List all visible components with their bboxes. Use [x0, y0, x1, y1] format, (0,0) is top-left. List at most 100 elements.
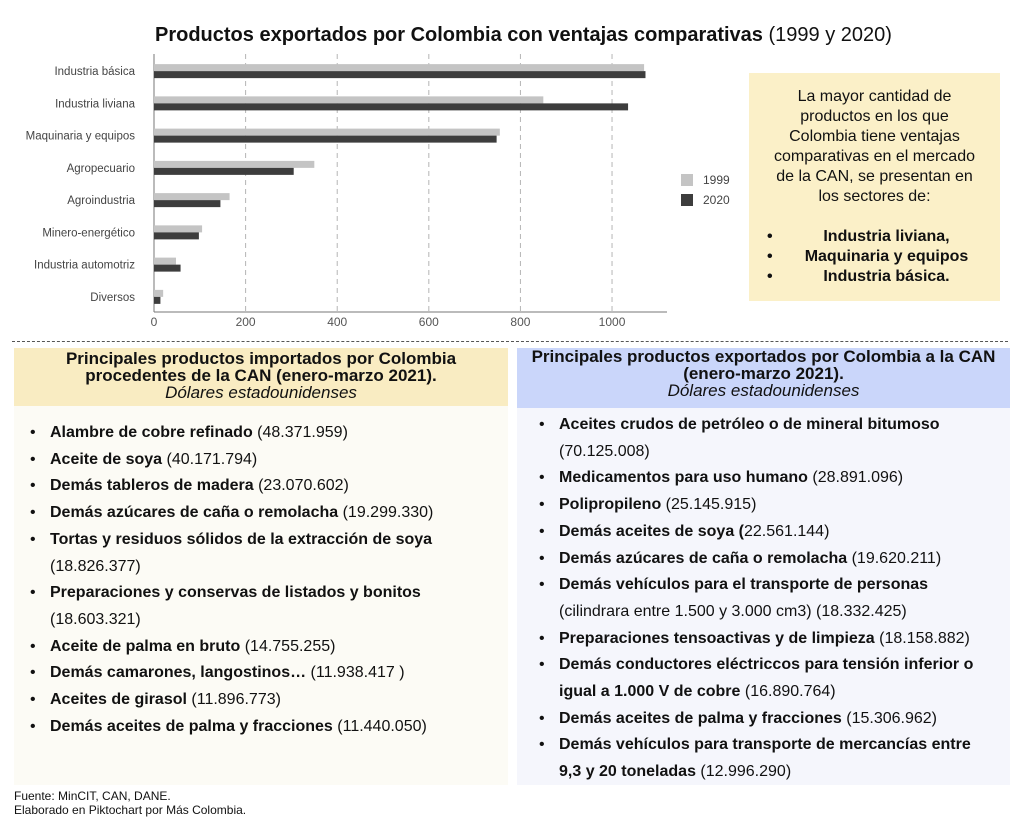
product-item: Demás vehículos para el transporte de pe… — [539, 572, 994, 625]
category-label: Minero-energético — [42, 227, 135, 239]
category-label: Maquinaria y equipos — [26, 131, 136, 143]
product-item: Preparaciones tensoactivas y de limpieza… — [539, 626, 994, 653]
product-item: Preparaciones y conservas de listados y … — [30, 580, 488, 633]
product-item: Aceites crudos de petróleo o de mineral … — [539, 412, 994, 465]
x-tick-label: 1000 — [599, 315, 626, 329]
product-item: Aceites de girasol (11.896.773) — [30, 687, 488, 714]
category-label: Agropecuario — [67, 163, 135, 175]
bar-1999 — [154, 128, 500, 136]
chart-title-years: (1999 y 2020) — [762, 24, 892, 46]
product-value: (18.826.377) — [50, 557, 141, 575]
legend-item-2020: 2020 — [681, 190, 730, 210]
product-value: (11.440.050) — [332, 717, 427, 735]
footer-credit: Elaborado en Piktochart por Más Colombia… — [14, 803, 247, 817]
legend-label-1999: 1999 — [703, 173, 730, 187]
product-value: (18.603.321) — [50, 610, 141, 628]
product-name: Aceites crudos de petróleo o de mineral … — [559, 416, 940, 433]
product-value: (18.158.882) — [874, 629, 970, 647]
product-item: Alambre de cobre refinado (48.371.959) — [30, 420, 488, 447]
product-name: Demás aceites de palma y fracciones — [50, 717, 333, 735]
x-tick-label: 200 — [236, 315, 256, 329]
product-item: Medicamentos para uso humano (28.891.096… — [539, 465, 994, 492]
x-tick-label: 0 — [151, 315, 158, 329]
imports-list: Alambre de cobre refinado (48.371.959) Ac… — [14, 406, 508, 740]
product-name: Alambre de cobre refinado — [50, 424, 253, 441]
product-value: (48.371.959) — [252, 424, 348, 441]
imports-subtitle: Dólares estadounidenses — [165, 383, 357, 402]
bar-1999 — [154, 160, 315, 168]
exports-header: Principales productos exportados por Col… — [517, 348, 1010, 408]
product-item: Polipropileno (25.145.915) — [539, 492, 994, 519]
bar-1999 — [154, 289, 164, 297]
product-value: (11.896.773) — [186, 691, 281, 709]
product-item: Tortas y residuos sólidos de la extracci… — [30, 527, 488, 580]
category-label: Agroindustria — [67, 195, 135, 207]
product-name: Demás aceites de palma y fracciones — [559, 709, 842, 727]
bar-1999 — [154, 96, 544, 104]
callout-intro: La mayor cantidad de productos en los qu… — [774, 88, 975, 205]
product-value: (40.171.794) — [162, 450, 258, 468]
product-item: Demás tableros de madera (23.070.602) — [30, 473, 488, 500]
x-tick-label: 800 — [510, 315, 530, 329]
product-item: Demás azúcares de caña o remolacha (19.6… — [539, 546, 994, 573]
bar-1999 — [154, 64, 645, 72]
product-value: 22.561.144) — [744, 522, 830, 540]
category-label: Diversos — [90, 292, 135, 304]
product-item: Aceite de palma en bruto (14.755.255) — [30, 634, 488, 661]
product-name: Aceite de soya — [50, 450, 163, 468]
category-label: Industria liviana — [55, 98, 136, 110]
chart-legend: 1999 2020 — [681, 170, 730, 210]
bar-1999 — [154, 193, 230, 201]
product-name: Preparaciones tensoactivas y de limpieza — [559, 629, 875, 647]
legend-item-1999: 1999 — [681, 170, 730, 190]
bar-2020 — [154, 71, 646, 79]
product-item: Demás camarones, langostinos… (11.938.41… — [30, 660, 488, 687]
product-item: Demás aceites de palma y fracciones (11.… — [30, 714, 488, 741]
product-name: Tortas y residuos sólidos de la extracci… — [50, 530, 433, 548]
product-value: (19.299.330) — [338, 504, 434, 522]
insight-callout: La mayor cantidad de productos en los qu… — [749, 73, 1000, 301]
product-name: Demás tableros de madera — [50, 477, 254, 495]
imports-panel: Principales productos importados por Col… — [14, 348, 508, 785]
bar-2020 — [154, 135, 497, 143]
x-tick-label: 600 — [419, 315, 439, 329]
bar-2020 — [154, 200, 221, 208]
exports-list: Aceites crudos de petróleo o de mineral … — [517, 408, 1010, 786]
product-value: (70.125.008) — [559, 442, 650, 460]
product-value: (cilindrara entre 1.500 y 3.000 cm3) (18… — [559, 602, 907, 620]
product-name: Demás conductores eléctriccos para tensi… — [559, 656, 974, 701]
legend-label-2020: 2020 — [703, 193, 730, 207]
product-name: Polipropileno — [559, 496, 662, 514]
imports-header: Principales productos importados por Col… — [14, 348, 508, 406]
bar-2020 — [154, 103, 629, 111]
product-item: Demás conductores eléctriccos para tensi… — [539, 652, 994, 705]
legend-swatch-2020 — [681, 194, 693, 206]
product-name: Aceites de girasol — [50, 691, 187, 709]
product-item: Demás vehículos para transporte de merca… — [539, 732, 994, 785]
product-value: (15.306.962) — [841, 709, 938, 727]
callout-item: Industria liviana, — [765, 227, 984, 247]
category-label: Industria básica — [54, 66, 135, 78]
x-tick-label: 400 — [327, 315, 347, 329]
product-name: Demás camarones, langostinos… — [50, 664, 307, 682]
bar-2020 — [154, 264, 181, 272]
product-name: Aceite de palma en bruto — [50, 637, 241, 655]
product-value: (16.890.764) — [740, 683, 836, 701]
product-value: (28.891.096) — [807, 469, 904, 487]
product-name: Demás vehículos para transporte de merca… — [559, 736, 971, 781]
product-value: (25.145.915) — [661, 496, 757, 514]
product-value: (12.996.290) — [695, 763, 792, 781]
category-label: Industria automotriz — [34, 260, 135, 272]
product-value: (14.755.255) — [240, 637, 336, 655]
exports-subtitle: Dólares estadounidenses — [667, 381, 860, 400]
product-name: Medicamentos para uso humano — [559, 469, 808, 487]
product-value: (11.938.417 ) — [306, 664, 405, 682]
bar-chart: 0 200 400 600 800 1000 Industria básica Industr… — [26, 54, 667, 329]
chart-title: Productos exportados por Colombia con ve… — [155, 24, 892, 47]
product-name: Demás vehículos para el transporte de pe… — [559, 576, 929, 594]
chart-title-bold: Productos exportados por Colombia con ve… — [155, 24, 763, 46]
exports-panel: Principales productos exportados por Col… — [517, 348, 1010, 785]
exports-title: Principales productos exportados por Col… — [531, 347, 996, 383]
product-item: Demás azúcares de caña o remolacha (19.2… — [30, 500, 488, 527]
callout-list: Industria liviana, Maquinaria y equipos … — [765, 227, 984, 287]
